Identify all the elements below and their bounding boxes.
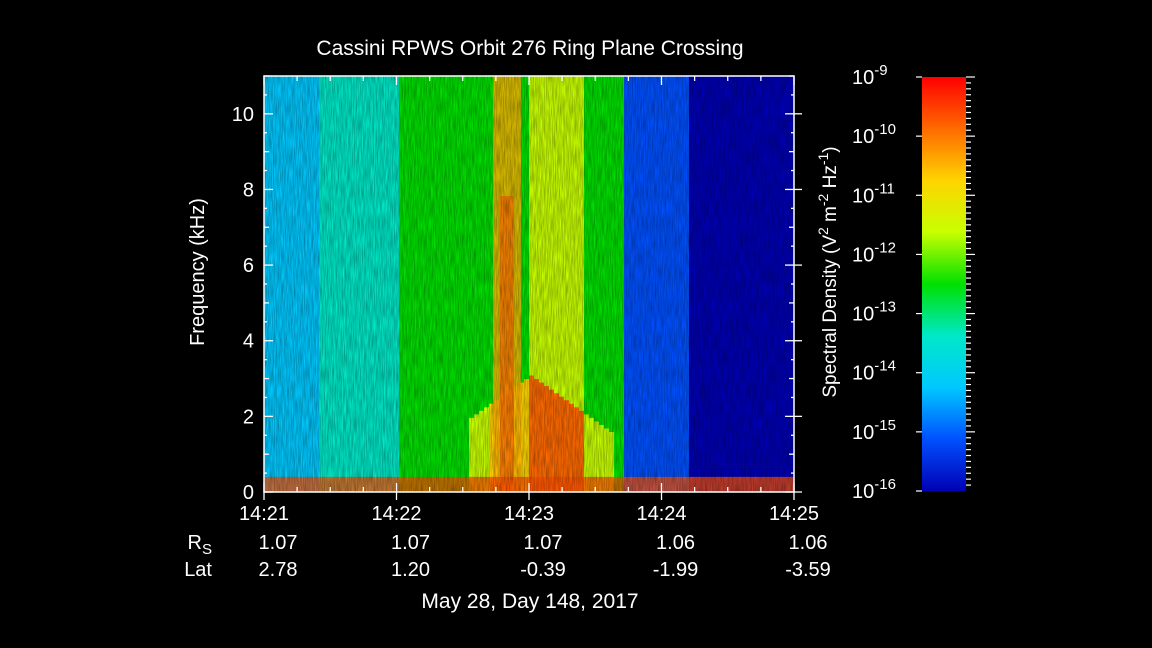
ephemeris-value: 1.20 [391, 559, 430, 581]
colorbar-axis: 10-9 10-10 10-11 10-12 10-13 10-14 10-15 10-16 [852, 62, 975, 503]
colorbar-label: Spectral Density (V2 m-2 Hz-1) [815, 146, 841, 397]
ephemeris-value: 1.07 [259, 532, 298, 554]
x-tick-label: 14:22 [371, 503, 421, 525]
x-tick-label: 14:23 [504, 503, 554, 525]
y-tick-label: 8 [243, 179, 254, 201]
colorbar-tick-label: 10-10 [852, 121, 896, 148]
y-tick-label: 4 [243, 331, 254, 353]
ephemeris-row-label: RS [188, 532, 212, 558]
y-tick-label: 2 [243, 406, 254, 428]
ephemeris-value: 1.07 [391, 532, 430, 554]
y-axis: 0 2 4 6 8 10 [232, 75, 802, 504]
colorbar-tick-label: 10-9 [852, 62, 888, 89]
ephemeris-value: -0.39 [520, 559, 566, 581]
spectrogram [264, 76, 794, 492]
x-tick-label: 14:25 [769, 503, 819, 525]
chart-title: Cassini RPWS Orbit 276 Ring Plane Crossi… [316, 37, 743, 60]
y-tick-label: 0 [243, 482, 254, 504]
y-tick-label: 10 [232, 104, 254, 126]
colorbar-tick-label: 10-11 [852, 180, 895, 207]
ephemeris-value: 1.06 [789, 532, 828, 554]
colorbar-tick-label: 10-12 [852, 239, 896, 266]
colorbar [922, 77, 966, 491]
colorbar-tick-label: 10-16 [852, 476, 896, 503]
x-tick-label: 14:21 [239, 503, 289, 525]
ephemeris-value: 1.06 [656, 532, 695, 554]
colorbar-tick-label: 10-14 [852, 358, 896, 385]
colorbar-tick-label: 10-13 [852, 299, 896, 326]
x-tick-label: 14:24 [636, 503, 686, 525]
x-axis-label: May 28, Day 148, 2017 [421, 590, 638, 613]
ephemeris-value: 2.78 [259, 559, 298, 581]
ephemeris-value: 1.07 [524, 532, 563, 554]
colorbar-tick-label: 10-15 [852, 417, 896, 444]
y-tick-label: 6 [243, 255, 254, 277]
y-axis-label: Frequency (kHz) [187, 198, 209, 346]
ephemeris-value: -1.99 [653, 559, 699, 581]
ephemeris-table: RS 1.07 1.07 1.07 1.06 1.06 Lat 2.78 1.20 -0.39 -1… [184, 532, 831, 581]
ephemeris-value: -3.59 [785, 559, 831, 581]
x-axis: 14:21 14:22 14:23 14:24 14:25 [239, 76, 819, 525]
ephemeris-row-label: Lat [184, 559, 212, 581]
